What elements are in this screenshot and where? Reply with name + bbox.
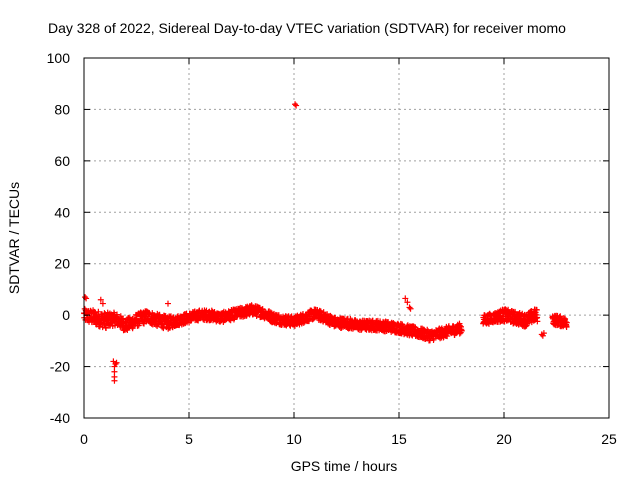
y-tick-label: 80: [54, 101, 70, 117]
data-point: [533, 306, 540, 313]
x-tick-label: 25: [601, 431, 617, 447]
data-point-outlier: [407, 305, 414, 312]
data-point-outlier: [165, 300, 171, 307]
data-point: [95, 308, 102, 315]
data-point-outlier: [113, 359, 120, 366]
y-tick-label: 0: [62, 307, 70, 323]
data-point-outlier: [539, 332, 546, 339]
axis-ticks: [83, 57, 610, 419]
data-point-outlier: [402, 295, 409, 302]
y-tick-label: 40: [54, 204, 70, 220]
data-point-outlier: [406, 304, 413, 311]
data-point-outlier: [97, 296, 104, 303]
x-tick-label: 15: [391, 431, 407, 447]
y-tick-label: -20: [50, 359, 70, 375]
x-tick-label: 0: [80, 431, 88, 447]
data-point-outlier: [111, 368, 118, 375]
y-axis-label: SDTVAR / TECUs: [6, 182, 22, 294]
x-axis-label: GPS time / hours: [291, 458, 398, 474]
tick-labels: -40 -20 0 20 40 60 80 100 0 5 10 15 20 25: [47, 50, 617, 447]
data-point: [444, 333, 451, 340]
data-point-outlier: [82, 294, 89, 301]
y-tick-label: 100: [47, 50, 71, 66]
data-point: [437, 335, 444, 342]
x-tick-label: 10: [286, 431, 302, 447]
data-point-outlier: [293, 102, 300, 109]
y-tick-label: -40: [50, 410, 70, 426]
grid-lines: [84, 58, 609, 418]
x-tick-label: 20: [496, 431, 512, 447]
data-point: [534, 318, 541, 325]
data-point-outlier: [292, 101, 299, 108]
y-tick-label: 20: [54, 256, 70, 272]
plot-frame: [83, 57, 610, 419]
data-point-outlier: [112, 361, 119, 367]
data-point-outlier: [111, 377, 118, 384]
data-points: [81, 101, 570, 384]
data-point: [458, 327, 465, 334]
data-point: [243, 313, 250, 320]
data-point-outlier: [99, 300, 106, 307]
y-tick-label: 60: [54, 153, 70, 169]
data-point-outlier: [404, 299, 411, 306]
data-point: [563, 319, 570, 326]
data-point: [253, 313, 260, 320]
chart-title: Day 328 of 2022, Sidereal Day-to-day VTE…: [48, 20, 566, 36]
x-tick-label: 5: [185, 431, 193, 447]
data-point-outlier: [103, 325, 110, 331]
